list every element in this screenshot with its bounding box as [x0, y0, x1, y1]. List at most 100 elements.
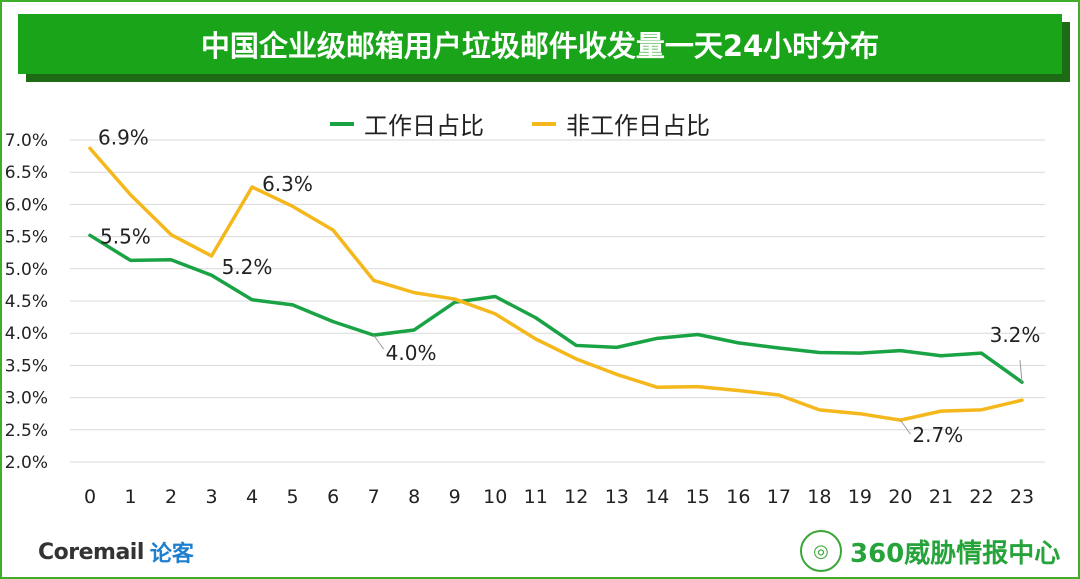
- x-tick-label: 23: [1010, 486, 1034, 508]
- annotation-leader: [373, 334, 385, 350]
- legend-label-nonworkday: 非工作日占比: [566, 112, 710, 140]
- annotation-leader: [1019, 360, 1023, 383]
- x-tick-label: 16: [726, 486, 750, 508]
- annotation-leader: [900, 419, 911, 435]
- data-point: [534, 337, 538, 341]
- x-tick-label: 7: [368, 486, 380, 508]
- data-point: [210, 273, 214, 277]
- legend-item-workday: 工作日占比: [330, 106, 484, 141]
- data-point: [979, 351, 983, 355]
- x-tick-label: 17: [767, 486, 791, 508]
- data-point: [817, 408, 821, 412]
- x-tick-label: 15: [686, 486, 710, 508]
- data-point: [291, 204, 295, 208]
- data-point: [655, 385, 659, 389]
- globe-emblem-icon: ◎: [800, 530, 842, 572]
- data-label: 6.9%: [98, 125, 149, 149]
- y-tick-label: 6.0%: [5, 195, 48, 215]
- x-tick-label: 8: [408, 486, 420, 508]
- data-point: [939, 354, 943, 358]
- x-tick-label: 4: [246, 486, 258, 508]
- x-tick-label: 22: [969, 486, 993, 508]
- data-point: [696, 385, 700, 389]
- data-point: [736, 389, 740, 393]
- data-point: [88, 233, 92, 237]
- legend-label-workday: 工作日占比: [364, 112, 484, 140]
- data-point: [777, 393, 781, 397]
- x-tick-label: 1: [124, 486, 136, 508]
- data-point: [291, 303, 295, 307]
- threat-center-brand: 360威胁情报中心: [850, 538, 1061, 569]
- y-tick-label: 7.0%: [5, 131, 48, 151]
- data-point: [979, 408, 983, 412]
- data-point: [858, 412, 862, 416]
- y-tick-label: 2.0%: [5, 453, 48, 473]
- x-tick-label: 3: [206, 486, 218, 508]
- coremail-brand-cn: 论客: [149, 542, 194, 567]
- legend-swatch-workday: [330, 121, 354, 126]
- legend: 工作日占比 非工作日占比: [330, 106, 710, 141]
- x-tick-label: 21: [929, 486, 953, 508]
- x-tick-label: 0: [84, 486, 96, 508]
- data-point: [534, 316, 538, 320]
- data-point: [574, 357, 578, 361]
- data-point: [331, 228, 335, 232]
- data-label: 6.3%: [262, 172, 313, 196]
- x-tick-label: 10: [483, 486, 507, 508]
- x-tick-label: 13: [605, 486, 629, 508]
- x-tick-label: 5: [287, 486, 299, 508]
- y-tick-label: 5.5%: [5, 228, 48, 248]
- data-point: [898, 349, 902, 353]
- data-point: [777, 346, 781, 350]
- chart-title: 中国企业级邮箱用户垃圾邮件收发量一天24小时分布: [18, 14, 1062, 74]
- data-point: [169, 233, 173, 237]
- y-tick-label: 2.5%: [5, 421, 48, 441]
- data-label: 5.2%: [222, 255, 273, 279]
- data-point: [250, 298, 254, 302]
- y-tick-label: 4.5%: [5, 292, 48, 312]
- series-line-0: [88, 233, 1024, 384]
- data-point: [615, 345, 619, 349]
- data-point: [331, 320, 335, 324]
- x-tick-label: 18: [807, 486, 831, 508]
- data-label: 4.0%: [386, 341, 437, 365]
- y-tick-label: 4.0%: [5, 324, 48, 344]
- x-tick-label: 9: [449, 486, 461, 508]
- data-point: [453, 297, 457, 301]
- legend-item-nonworkday: 非工作日占比: [532, 106, 710, 141]
- data-point: [817, 351, 821, 355]
- data-point: [615, 372, 619, 376]
- data-point: [250, 185, 254, 189]
- data-point: [1020, 398, 1024, 402]
- x-tick-label: 14: [645, 486, 669, 508]
- data-point: [129, 193, 133, 197]
- data-point: [493, 312, 497, 316]
- x-tick-label: 12: [564, 486, 588, 508]
- x-tick-label: 20: [888, 486, 912, 508]
- series-line-1: [88, 146, 1024, 422]
- data-point: [129, 258, 133, 262]
- data-point: [655, 336, 659, 340]
- y-tick-label: 3.5%: [5, 356, 48, 376]
- data-point: [736, 341, 740, 345]
- y-tick-label: 3.0%: [5, 389, 48, 409]
- data-point: [169, 258, 173, 262]
- y-tick-label: 6.5%: [5, 163, 48, 183]
- data-point: [372, 278, 376, 282]
- coremail-brand: Coremail: [38, 539, 144, 565]
- data-point: [939, 409, 943, 413]
- data-label: 5.5%: [100, 224, 151, 248]
- y-tick-label: 5.0%: [5, 260, 48, 280]
- data-point: [574, 343, 578, 347]
- data-point: [210, 254, 214, 258]
- threat-center-logo: ◎ 360威胁情报中心: [800, 530, 1060, 572]
- x-tick-label: 11: [524, 486, 548, 508]
- data-point: [696, 332, 700, 336]
- x-tick-label: 6: [327, 486, 339, 508]
- legend-swatch-nonworkday: [532, 121, 556, 126]
- x-tick-label: 2: [165, 486, 177, 508]
- data-point: [412, 328, 416, 332]
- data-point: [88, 146, 92, 150]
